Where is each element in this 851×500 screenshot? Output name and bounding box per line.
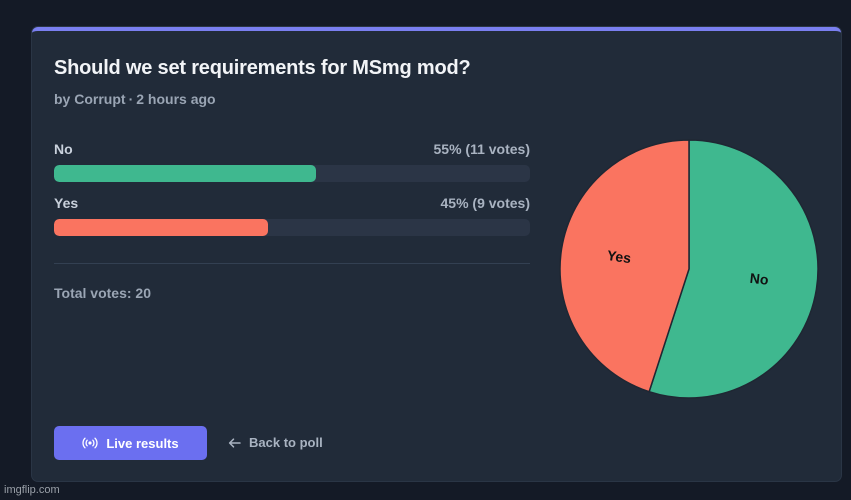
option-stat: 55% (11 votes) <box>433 141 531 157</box>
back-to-poll-link[interactable]: Back to poll <box>228 435 323 450</box>
progress-fill-no <box>54 165 316 182</box>
arrow-left-icon <box>228 437 241 448</box>
option-label: No <box>54 141 73 157</box>
live-results-button[interactable]: Live results <box>54 426 207 460</box>
total-votes: Total votes: 20 <box>54 285 151 301</box>
pie-slice-yes <box>559 139 690 393</box>
progress-track <box>54 219 530 236</box>
option-header: No 55% (11 votes) <box>54 141 530 157</box>
option-header: Yes 45% (9 votes) <box>54 195 530 211</box>
results-pie-chart: No Yes <box>559 139 819 399</box>
pie-label-yes: Yes <box>606 247 632 266</box>
option-label: Yes <box>54 195 79 211</box>
author-prefix: by <box>54 91 71 107</box>
poll-results-card: Should we set requirements for MSmg mod?… <box>32 27 841 481</box>
option-no: No 55% (11 votes) <box>54 141 530 182</box>
author-name: Corrupt <box>74 91 126 107</box>
option-stat: 45% (9 votes) <box>440 195 530 211</box>
poll-title: Should we set requirements for MSmg mod? <box>54 57 471 79</box>
poll-meta: by Corrupt · 2 hours ago <box>54 91 216 107</box>
progress-track <box>54 165 530 182</box>
watermark: imgflip.com <box>4 484 60 496</box>
pie-slice-no <box>648 139 819 399</box>
progress-fill-yes <box>54 219 269 236</box>
option-yes: Yes 45% (9 votes) <box>54 195 530 236</box>
live-results-label: Live results <box>106 435 179 451</box>
broadcast-icon <box>82 437 98 449</box>
time-ago: 2 hours ago <box>136 91 216 107</box>
back-to-poll-label: Back to poll <box>249 435 323 450</box>
divider <box>54 263 530 264</box>
meta-separator: · <box>128 91 134 107</box>
pie-label-no: No <box>749 270 769 288</box>
